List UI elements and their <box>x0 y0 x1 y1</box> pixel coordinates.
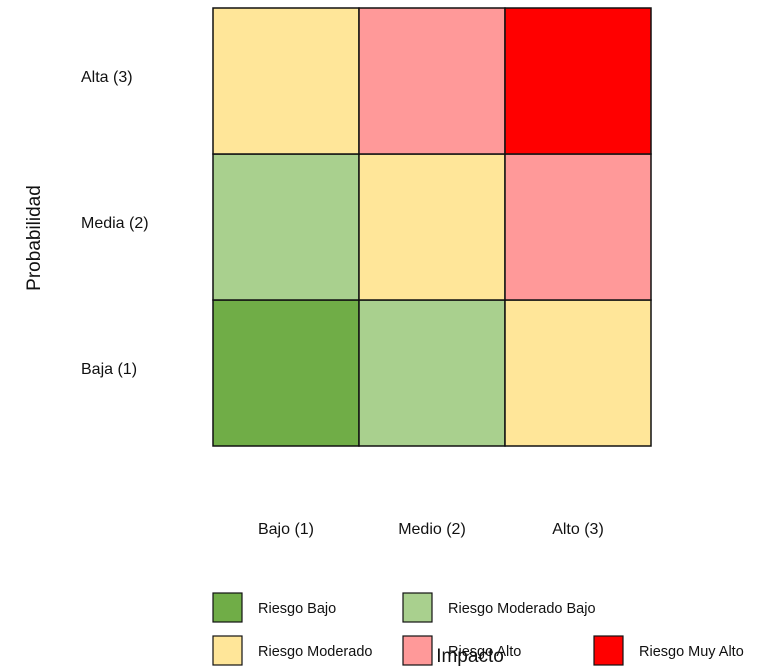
heatmap-cell-alta-3-bajo-1 <box>212 7 360 155</box>
heatmap-cell-baja-1-alto-3 <box>504 299 652 447</box>
legend-label: Riesgo Bajo <box>258 601 336 617</box>
heatmap-cell-baja-1-bajo-1 <box>212 299 360 447</box>
legend-label: Riesgo Moderado Bajo <box>448 601 596 617</box>
heatmap-cell-media-2-alto-3 <box>504 153 652 301</box>
legend-label: Riesgo Moderado <box>258 644 372 660</box>
heatmap-cell-media-2-medio-2 <box>358 153 506 301</box>
y-tick-label: Baja (1) <box>81 361 137 378</box>
heatmap-cell-baja-1-medio-2 <box>358 299 506 447</box>
x-tick-label: Medio (2) <box>398 521 466 538</box>
x-tick-label: Alto (3) <box>552 521 604 538</box>
legend-label: Riesgo Muy Alto <box>639 644 744 660</box>
y-tick-label: Alta (3) <box>81 69 133 86</box>
heatmap-cells <box>212 7 652 447</box>
heatmap-cell-alta-3-alto-3 <box>504 7 652 155</box>
legend-label: Riesgo Alto <box>448 644 521 660</box>
legend-item-riesgo-bajo: Riesgo Bajo <box>212 592 336 623</box>
y-tick-labels: Baja (1) Media (2) Alta (3) <box>81 69 149 378</box>
y-axis-label: Probabilidad <box>24 185 45 291</box>
legend-swatch <box>593 635 624 666</box>
heatmap-cell-media-2-bajo-1 <box>212 153 360 301</box>
heatmap-cell-alta-3-medio-2 <box>358 7 506 155</box>
legend-swatch <box>402 635 433 666</box>
legend-item-riesgo-moderado: Riesgo Moderado <box>212 635 372 666</box>
legend-item-riesgo-alto: Riesgo Alto <box>402 635 521 666</box>
legend-swatch <box>212 592 243 623</box>
x-tick-labels: Bajo (1) Medio (2) Alto (3) <box>258 521 604 538</box>
x-axis-label: Impacto <box>436 646 504 667</box>
y-tick-label: Media (2) <box>81 215 149 232</box>
legend: Riesgo Bajo Riesgo Moderado Bajo Riesgo Mo… <box>212 592 744 666</box>
x-tick-label: Bajo (1) <box>258 521 314 538</box>
legend-swatch <box>212 635 243 666</box>
legend-item-riesgo-moderado-bajo: Riesgo Moderado Bajo <box>402 592 596 623</box>
legend-swatch <box>402 592 433 623</box>
legend-item-riesgo-muy-alto: Riesgo Muy Alto <box>593 635 744 666</box>
